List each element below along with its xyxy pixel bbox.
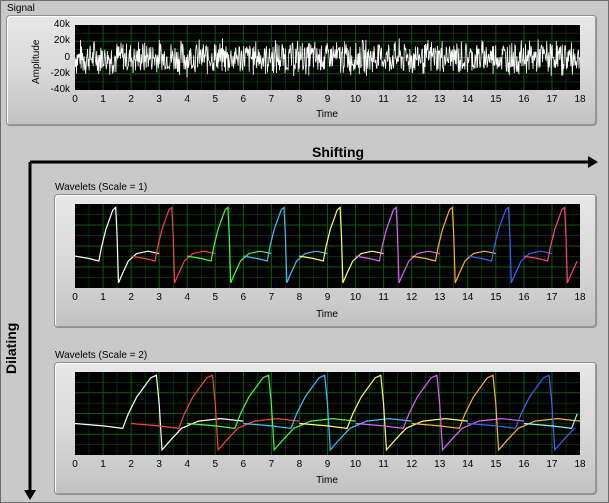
wavelet1-plot: [75, 204, 580, 288]
x-tick-label: 17: [546, 459, 558, 470]
x-tick-label: 11: [378, 94, 389, 105]
x-tick-label: 5: [212, 292, 219, 303]
wavelet-series-line: [411, 206, 496, 284]
dilating-arrow-head: [24, 490, 36, 500]
wavelet-series-line: [243, 374, 412, 452]
signal-plot: [75, 25, 580, 90]
wavelet-series-line: [130, 206, 216, 284]
x-tick-label: 6: [240, 292, 247, 303]
x-tick-label: 15: [490, 292, 502, 303]
signal-graph-title: Signal: [7, 3, 35, 14]
x-tick-label: 7: [268, 459, 275, 470]
x-tick-label: 18: [574, 94, 586, 105]
x-tick-label: 9: [324, 459, 331, 470]
x-tick-label: 1: [100, 292, 106, 303]
wavelet-series-line: [299, 206, 384, 284]
signal-plot-area[interactable]: [75, 25, 580, 90]
wavelet-series-line: [131, 374, 300, 452]
x-tick-label: 0: [72, 94, 78, 105]
signal-series-line: [75, 38, 580, 78]
wavelet-series-line: [523, 206, 578, 284]
x-tick-label: 7: [268, 292, 275, 303]
wavelet-series-line: [467, 206, 553, 284]
wavelet-series-line: [355, 206, 440, 284]
dilating-label: Dilating: [3, 322, 19, 374]
x-tick-label: 3: [156, 292, 162, 303]
x-tick-label: 0: [72, 459, 78, 470]
x-tick-label: 17: [546, 292, 558, 303]
x-tick-label: 6: [240, 459, 247, 470]
wavelet-series-line: [75, 206, 160, 284]
wavelet-series-line: [523, 413, 578, 429]
wavelet-series-line: [299, 374, 468, 452]
y-tick-label: -20k: [50, 67, 70, 79]
x-tick-label: 6: [240, 94, 247, 105]
x-tick-label: 3: [156, 459, 162, 470]
wavelet-series-line: [75, 374, 244, 452]
x-tick-label: 1: [100, 94, 106, 105]
x-tick-label: 10: [349, 94, 362, 105]
x-tick-label: 4: [184, 459, 190, 470]
wavelet-series-line: [355, 374, 524, 452]
x-tick-label: 12: [406, 292, 418, 303]
y-tick-label: 0: [64, 51, 70, 63]
wavelet1-x-axis-label: Time: [316, 309, 338, 320]
x-tick-label: 15: [490, 459, 502, 470]
x-tick-label: 11: [378, 459, 389, 470]
y-tick-label: 40k: [53, 19, 70, 30]
x-tick-label: 0: [72, 292, 78, 303]
x-tick-label: 5: [212, 94, 219, 105]
wavelet2-plot: [75, 372, 580, 455]
x-tick-label: 4: [184, 94, 190, 105]
shifting-arrow-head: [588, 156, 598, 168]
wavelet2-graph-title: Wavelets (Scale = 2): [55, 350, 148, 361]
x-tick-label: 2: [128, 459, 134, 470]
x-tick-label: 8: [296, 292, 303, 303]
x-tick-label: 11: [378, 292, 389, 303]
y-tick-label: 20k: [53, 35, 70, 47]
x-tick-label: 14: [462, 94, 474, 105]
x-tick-label: 2: [128, 94, 134, 105]
x-tick-label: 16: [518, 459, 530, 470]
x-tick-label: 2: [128, 292, 134, 303]
x-tick-label: 10: [349, 459, 362, 470]
wavelet-series-line: [187, 374, 356, 452]
axes-arrows: [24, 156, 598, 500]
x-tick-label: 1: [100, 459, 106, 470]
x-tick-label: 4: [184, 292, 190, 303]
x-tick-label: 14: [462, 459, 474, 470]
x-tick-label: 18: [574, 292, 586, 303]
x-tick-label: 14: [462, 292, 474, 303]
wavelet-series-line: [411, 374, 580, 452]
wavelet-series-line: [467, 374, 575, 452]
wavelet-series-line: [243, 206, 328, 284]
x-tick-label: 8: [296, 459, 303, 470]
x-tick-label: 17: [546, 94, 558, 105]
signal-x-axis-label: Time: [316, 109, 338, 120]
wavelet2-plot-area[interactable]: [75, 372, 580, 455]
x-tick-label: 12: [406, 94, 418, 105]
x-tick-label: 9: [324, 94, 331, 105]
wavelet-series-line: [187, 206, 272, 284]
x-tick-label: 13: [434, 459, 446, 470]
x-tick-label: 9: [324, 292, 331, 303]
x-tick-label: 13: [434, 292, 446, 303]
y-tick-label: -40k: [50, 84, 70, 95]
wavelet1-plot-area[interactable]: [75, 204, 580, 288]
shifting-label: Shifting: [312, 144, 365, 160]
x-tick-label: 7: [268, 94, 275, 105]
wavelet2-x-axis-label: Time: [316, 475, 338, 486]
x-tick-label: 12: [406, 459, 418, 470]
x-tick-label: 18: [574, 459, 586, 470]
x-tick-label: 16: [518, 292, 530, 303]
x-tick-label: 13: [434, 94, 446, 105]
x-tick-label: 10: [349, 292, 362, 303]
x-tick-label: 16: [518, 94, 530, 105]
x-tick-label: 3: [156, 94, 162, 105]
grid: [75, 204, 580, 288]
x-tick-label: 15: [490, 94, 502, 105]
x-tick-label: 5: [212, 459, 219, 470]
x-tick-label: 8: [296, 94, 303, 105]
wavelet1-graph-title: Wavelets (Scale = 1): [55, 182, 148, 193]
